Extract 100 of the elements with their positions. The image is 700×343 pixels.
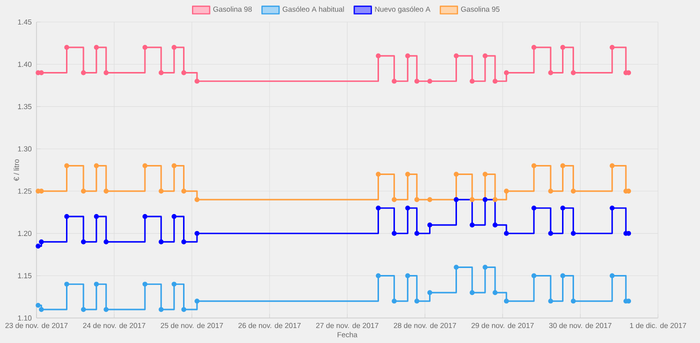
point: [104, 188, 109, 194]
point: [492, 290, 498, 296]
point: [482, 197, 488, 202]
point: [405, 53, 410, 58]
point: [531, 163, 536, 168]
point: [414, 78, 420, 84]
point: [172, 163, 177, 168]
point: [470, 222, 475, 228]
point: [38, 239, 44, 244]
point: [548, 70, 554, 76]
point: [376, 206, 381, 211]
point: [64, 44, 70, 50]
point: [142, 44, 148, 50]
point: [454, 197, 459, 202]
point: [610, 163, 615, 168]
point: [570, 188, 576, 194]
point: [181, 188, 186, 194]
point: [172, 282, 177, 287]
point: [492, 197, 498, 202]
point: [94, 214, 99, 219]
point: [470, 78, 475, 84]
point: [36, 244, 41, 249]
point: [104, 239, 109, 244]
point: [158, 188, 164, 194]
point: [194, 197, 200, 202]
point: [414, 298, 420, 304]
point: [94, 44, 99, 50]
point: [392, 298, 397, 304]
point: [142, 214, 148, 219]
point: [181, 70, 186, 76]
point: [531, 273, 536, 278]
point: [94, 163, 99, 168]
point: [158, 70, 164, 76]
point: [36, 302, 41, 308]
point: [504, 230, 509, 236]
point: [482, 264, 488, 270]
point: [194, 298, 200, 304]
point: [482, 172, 488, 177]
point: [392, 78, 397, 84]
point: [427, 197, 432, 202]
point: [405, 273, 410, 278]
point: [570, 298, 576, 304]
point: [531, 44, 536, 50]
point: [427, 222, 432, 228]
point: [80, 239, 86, 244]
point: [504, 188, 509, 194]
point: [172, 44, 177, 50]
point: [504, 70, 509, 76]
point: [376, 273, 381, 278]
point: [610, 44, 615, 50]
point: [560, 206, 566, 211]
point: [392, 230, 397, 236]
point: [570, 70, 576, 76]
point: [64, 282, 70, 287]
point: [405, 172, 410, 177]
point: [427, 290, 432, 296]
point: [548, 298, 554, 304]
point: [492, 222, 498, 228]
point: [392, 197, 397, 202]
point: [610, 273, 615, 278]
point: [560, 273, 566, 278]
point: [482, 53, 488, 58]
point: [80, 188, 86, 194]
point: [142, 282, 148, 287]
point: [548, 188, 554, 194]
point: [531, 206, 536, 211]
point: [194, 230, 200, 236]
point: [414, 230, 420, 236]
point: [560, 44, 566, 50]
point: [94, 282, 99, 287]
point: [504, 298, 509, 304]
point: [427, 78, 432, 84]
point: [414, 197, 420, 202]
point: [610, 206, 615, 211]
point: [454, 264, 459, 270]
point: [470, 197, 475, 202]
point: [181, 239, 186, 244]
point: [194, 78, 200, 84]
point: [492, 78, 498, 84]
point: [104, 70, 109, 76]
point: [80, 307, 86, 312]
point: [104, 307, 109, 312]
point: [142, 163, 148, 168]
point: [38, 307, 44, 312]
point: [405, 206, 410, 211]
point: [64, 163, 70, 168]
point: [64, 214, 70, 219]
point: [548, 230, 554, 236]
point: [454, 53, 459, 58]
point: [172, 214, 177, 219]
point: [181, 307, 186, 312]
point: [376, 172, 381, 177]
point: [470, 290, 475, 296]
point: [80, 70, 86, 76]
point: [158, 307, 164, 312]
point: [570, 230, 576, 236]
point: [158, 239, 164, 244]
point: [376, 53, 381, 58]
point: [454, 172, 459, 177]
point: [560, 163, 566, 168]
